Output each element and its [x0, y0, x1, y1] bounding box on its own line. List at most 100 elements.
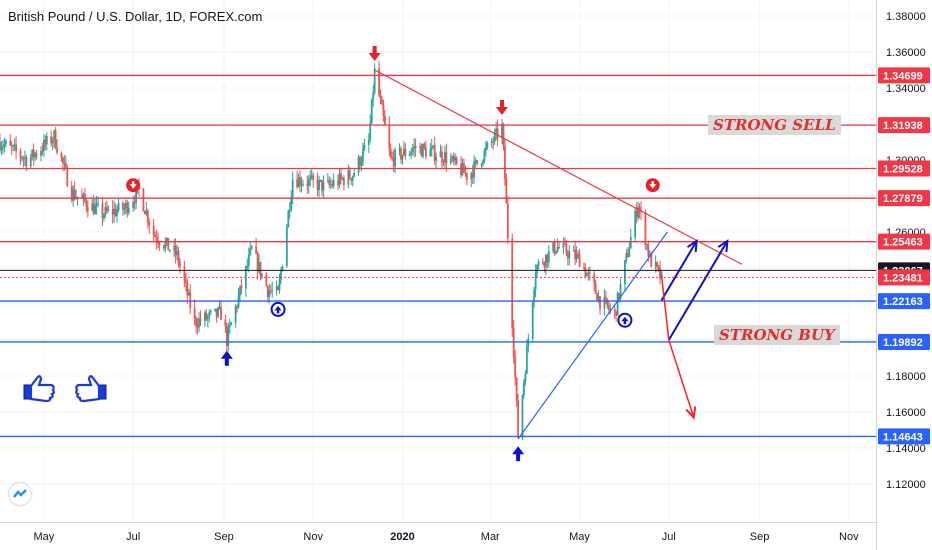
candle-body [158, 243, 161, 246]
candle-body [116, 210, 118, 216]
candle-body [379, 95, 382, 99]
resistance-price-label-bg [878, 233, 930, 250]
candle-body [53, 130, 56, 141]
candle-body [152, 224, 155, 236]
candle-body [31, 149, 34, 158]
candle-body [424, 147, 427, 157]
candle-body [51, 140, 54, 144]
candle-body [470, 173, 473, 180]
bid-price-label: 1.23481 [883, 272, 923, 284]
candle-body [95, 203, 98, 206]
candle-body [537, 261, 540, 266]
candle-body [328, 180, 331, 185]
candle-body [634, 210, 637, 238]
x-tick-label: 2020 [390, 531, 414, 543]
candle-body [454, 157, 457, 161]
y-tick-label: 1.16000 [886, 407, 926, 419]
candle-body [523, 381, 525, 395]
candle-body [603, 297, 606, 309]
tradingview-logo-icon[interactable] [9, 483, 31, 505]
candle-body [483, 150, 486, 162]
candle-body [455, 157, 458, 164]
candle-body [382, 104, 385, 117]
candle-body [215, 308, 218, 317]
candle-body [445, 152, 448, 164]
candle-body [517, 400, 519, 438]
candle-body [363, 144, 366, 150]
candle-body [588, 272, 591, 274]
candle-body [476, 160, 479, 165]
candle-body [145, 210, 148, 215]
candle-body [474, 160, 477, 162]
candle-body [504, 146, 506, 179]
candle-body [86, 207, 89, 211]
blue-circle-up-icon [270, 301, 286, 317]
resistance-price-label: 1.34699 [883, 70, 923, 82]
blue-up-arrow-icon [220, 350, 233, 366]
candle-body [607, 305, 610, 310]
candle-body [148, 222, 151, 225]
candle-body [556, 247, 559, 252]
candle-body [533, 289, 536, 302]
candle-body [21, 157, 23, 159]
candle-body [638, 207, 641, 210]
candle-body [268, 290, 271, 297]
ascending-trendline [517, 231, 668, 440]
descending-trendline [374, 69, 743, 265]
blue-up-arrow-icon [512, 446, 525, 462]
candle-body [164, 242, 167, 249]
candle-body [495, 128, 498, 133]
candle-body [205, 312, 208, 320]
bearish-arrow-head [685, 406, 697, 420]
candle-body [575, 253, 578, 260]
candle-body [12, 145, 15, 147]
candle-body [306, 183, 309, 186]
candle-body [496, 128, 499, 139]
candle-body [337, 180, 339, 186]
candle-body [239, 285, 241, 296]
candle-body [269, 290, 272, 292]
candle-body [629, 237, 632, 249]
candle-body [54, 130, 57, 149]
candle-body [452, 156, 455, 161]
candle-body [107, 208, 110, 211]
red-down-arrow-icon [368, 46, 381, 61]
support-price-label-bg [878, 428, 930, 445]
candle-body [290, 197, 293, 210]
thumbs-up-icon [23, 375, 55, 403]
candle-body [40, 151, 42, 156]
candle-body [217, 307, 219, 317]
candle-body [372, 92, 375, 99]
candle-body [32, 149, 35, 158]
candle-body [218, 306, 221, 308]
bullish-scenario-arrow [660, 240, 698, 301]
candle-body [3, 144, 6, 147]
candle-body [43, 139, 45, 152]
candle-body [565, 244, 568, 254]
candle-body [383, 116, 386, 125]
candle-body [515, 377, 518, 401]
candle-body [511, 238, 514, 329]
candle-body [484, 147, 487, 151]
candle-body [168, 250, 171, 252]
candle-body [4, 140, 7, 145]
support-price-label: 1.14643 [883, 431, 923, 443]
candle-body [659, 267, 661, 279]
candle-body [50, 135, 53, 144]
x-tick-label: Nov [839, 531, 859, 543]
candle-body [220, 306, 222, 320]
candle-body [547, 251, 550, 263]
resistance-price-label-bg [878, 190, 930, 207]
candle-body [177, 250, 180, 264]
candle-body [91, 203, 94, 211]
candle-body [615, 311, 618, 316]
candle-body [465, 173, 468, 180]
candle-body [291, 179, 294, 198]
resistance-price-label: 1.25463 [883, 237, 923, 249]
candle-body [359, 157, 361, 166]
candle-body [501, 124, 503, 139]
candle-body [275, 286, 278, 291]
candle-body [451, 156, 454, 160]
candle-body [258, 262, 260, 272]
